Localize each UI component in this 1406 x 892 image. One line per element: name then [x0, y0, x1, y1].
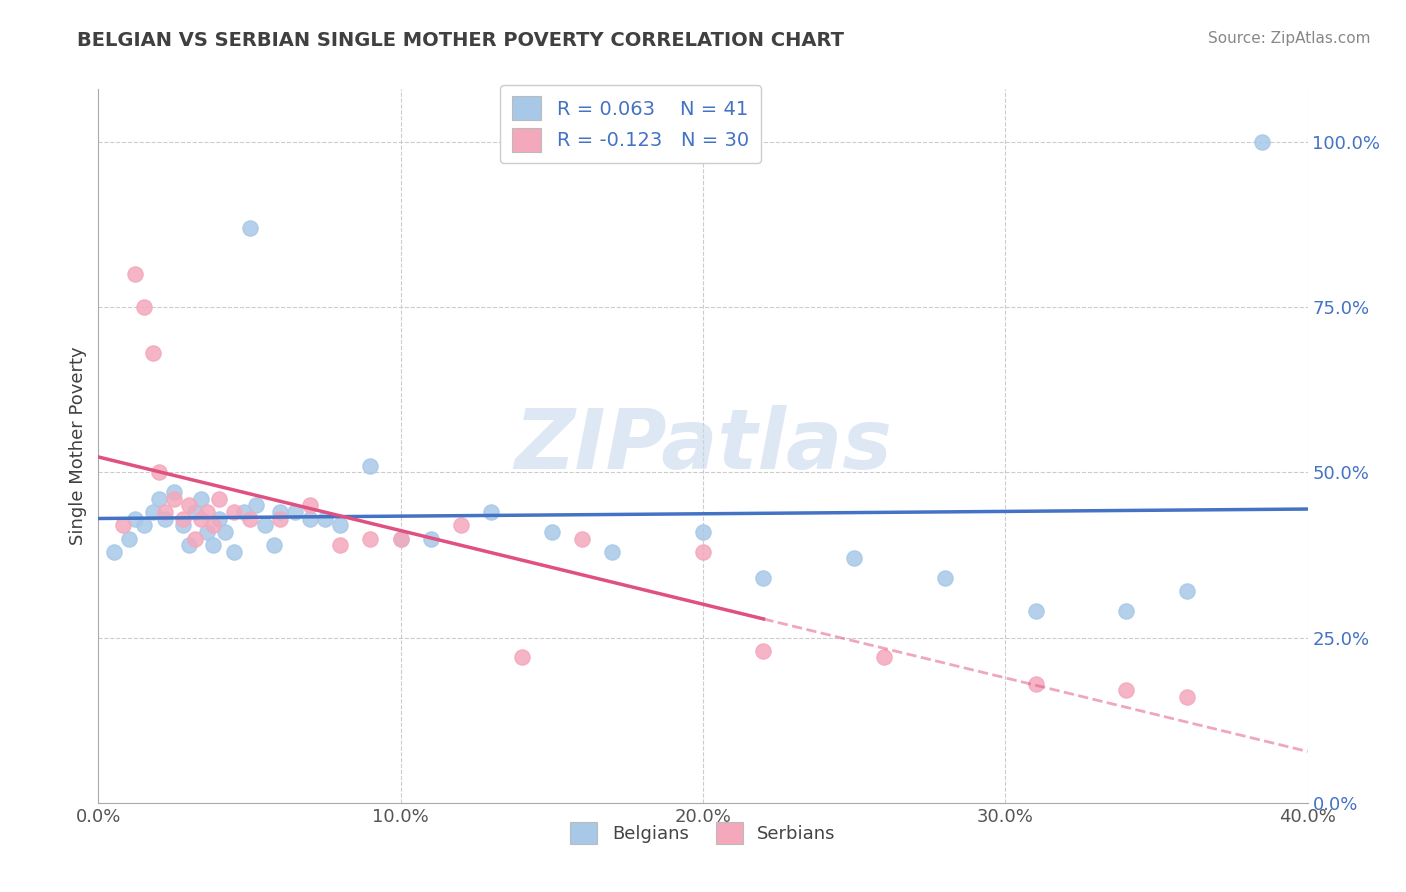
Point [329, 538, 352, 552]
Point [142, 505, 165, 519]
Point [253, 518, 276, 533]
Point [202, 538, 225, 552]
Point [239, 511, 262, 525]
Point [118, 532, 141, 546]
Point [1024, 677, 1046, 691]
Point [172, 518, 194, 533]
Point [239, 221, 262, 235]
Point [1175, 690, 1198, 704]
Point [299, 511, 322, 525]
Point [224, 505, 246, 519]
Point [299, 499, 322, 513]
Point [360, 458, 382, 473]
Point [190, 511, 212, 525]
Point [329, 518, 352, 533]
Point [172, 511, 194, 525]
Point [420, 532, 443, 546]
Point [481, 505, 503, 519]
Point [450, 518, 472, 533]
Point [1175, 584, 1198, 599]
Point [163, 485, 186, 500]
Point [1251, 135, 1274, 149]
Point [208, 511, 231, 525]
Point [314, 511, 336, 525]
Point [389, 532, 412, 546]
Point [263, 538, 285, 552]
Point [1115, 683, 1137, 698]
Point [184, 532, 207, 546]
Point [284, 505, 307, 519]
Point [934, 571, 956, 585]
Point [184, 505, 207, 519]
Point [202, 518, 225, 533]
Point [224, 545, 246, 559]
Point [232, 505, 254, 519]
Point [153, 511, 176, 525]
Point [752, 571, 775, 585]
Text: ZIPatlas: ZIPatlas [515, 406, 891, 486]
Point [195, 505, 218, 519]
Y-axis label: Single Mother Poverty: Single Mother Poverty [69, 347, 87, 545]
Point [179, 499, 201, 513]
Point [124, 511, 146, 525]
Point [1024, 604, 1046, 618]
Point [269, 511, 291, 525]
Point [752, 644, 775, 658]
Point [208, 491, 231, 506]
Point [195, 524, 218, 539]
Point [179, 538, 201, 552]
Point [245, 499, 267, 513]
Point [540, 524, 562, 539]
Point [132, 300, 155, 314]
Point [103, 545, 125, 559]
Legend: Belgians, Serbians: Belgians, Serbians [560, 811, 846, 855]
Point [360, 532, 382, 546]
Point [269, 505, 291, 519]
Point [111, 518, 134, 533]
Point [132, 518, 155, 533]
Point [142, 346, 165, 360]
Point [510, 650, 533, 665]
Point [190, 491, 212, 506]
Point [389, 532, 412, 546]
Text: BELGIAN VS SERBIAN SINGLE MOTHER POVERTY CORRELATION CHART: BELGIAN VS SERBIAN SINGLE MOTHER POVERTY… [77, 31, 845, 50]
Point [148, 466, 170, 480]
Point [148, 491, 170, 506]
Point [124, 267, 146, 281]
Point [692, 545, 714, 559]
Text: Source: ZipAtlas.com: Source: ZipAtlas.com [1208, 31, 1371, 46]
Point [844, 551, 866, 566]
Point [153, 505, 176, 519]
Point [1115, 604, 1137, 618]
Point [873, 650, 896, 665]
Point [163, 491, 186, 506]
Point [692, 524, 714, 539]
Point [214, 524, 236, 539]
Point [571, 532, 593, 546]
Point [602, 545, 624, 559]
